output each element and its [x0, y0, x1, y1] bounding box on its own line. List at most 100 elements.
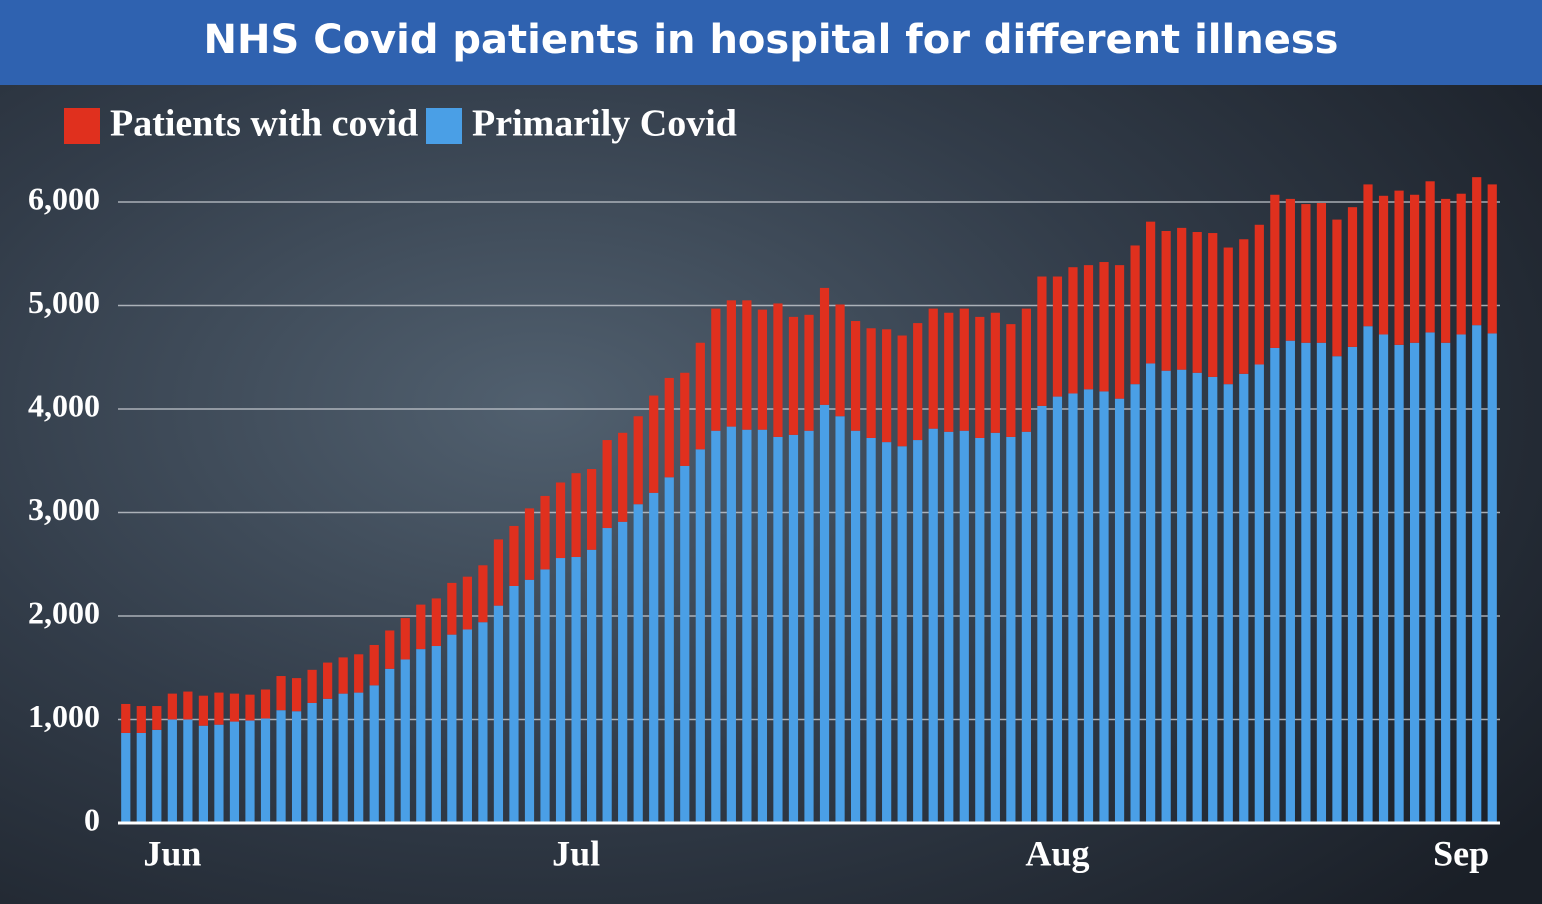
bar-segment — [990, 312, 1000, 433]
bar-segment — [245, 720, 255, 823]
bar-segment — [291, 678, 302, 712]
bar-segment — [291, 711, 302, 823]
bar-segment — [338, 693, 348, 823]
bar-segment — [1394, 344, 1404, 823]
bar-segment — [1472, 177, 1482, 326]
bar-segment — [866, 328, 876, 438]
bar-segment — [835, 416, 845, 823]
bar-segment — [587, 549, 597, 823]
bar-segment — [1037, 276, 1047, 406]
bar-segment — [260, 689, 271, 719]
bar-segment — [882, 329, 892, 443]
bar-segment — [214, 724, 224, 823]
bar-segment — [633, 416, 643, 505]
bar-segment — [1270, 194, 1280, 348]
bar-segment — [1239, 239, 1249, 374]
bar-segment — [1363, 326, 1373, 823]
bar-segment — [897, 335, 907, 447]
bar-segment — [1037, 405, 1047, 823]
bar-segment — [276, 676, 286, 711]
bar-segment — [1239, 373, 1249, 823]
bar-segment — [1006, 436, 1016, 823]
bar-segment — [913, 440, 923, 823]
bar-segment — [571, 473, 581, 558]
bar-segment — [773, 303, 783, 437]
bar-segment — [1083, 389, 1094, 823]
bar-segment — [1146, 221, 1156, 364]
title-band — [0, 0, 1542, 85]
bar-segment — [167, 693, 177, 720]
bar-segment — [975, 316, 985, 438]
bar-segment — [400, 618, 410, 660]
bar-segment — [913, 323, 923, 441]
bar-segment — [975, 437, 985, 823]
bar-segment — [555, 558, 566, 823]
y-tick-label: 0 — [84, 801, 100, 837]
bar-segment — [136, 706, 146, 733]
bar-segment — [1161, 370, 1171, 823]
bar-segment — [742, 429, 752, 823]
bar-segment — [493, 605, 504, 823]
bar-segment — [478, 622, 488, 823]
bar-segment — [1332, 219, 1342, 357]
y-tick-label: 1,000 — [28, 698, 100, 734]
bar-segment — [1068, 267, 1078, 394]
bar-segment — [416, 604, 426, 650]
bar-segment — [633, 504, 643, 823]
bar-segment — [1425, 181, 1435, 333]
bar-segment — [990, 432, 1000, 823]
bar-segment — [742, 300, 752, 430]
bar-segment — [183, 691, 193, 720]
bar-segment — [1130, 384, 1140, 823]
legend-swatch — [426, 108, 462, 144]
bar-segment — [804, 314, 814, 431]
bar-segment — [649, 492, 659, 823]
bar-segment — [1114, 398, 1125, 823]
bar-segment — [1052, 396, 1063, 823]
bar-segment — [695, 449, 705, 823]
bar-segment — [1021, 308, 1031, 432]
bar-segment — [400, 659, 410, 823]
bar-segment — [1441, 198, 1451, 343]
bar-segment — [602, 440, 612, 529]
bar-segment — [1487, 333, 1497, 823]
bar-segment — [711, 430, 721, 823]
bar-segment — [323, 662, 333, 699]
bar-segment — [882, 442, 892, 823]
bar-segment — [788, 316, 799, 435]
bar-segment — [555, 482, 566, 559]
bar-segment — [245, 694, 255, 721]
bar-segment — [1130, 245, 1140, 385]
bar-segment — [229, 693, 240, 722]
bar-segment — [1409, 342, 1420, 823]
bar-segment — [1223, 384, 1233, 823]
bar-segment — [928, 428, 938, 823]
bar-segment — [897, 446, 907, 823]
bar-segment — [260, 718, 271, 823]
bar-segment — [680, 465, 690, 823]
bar-segment — [152, 729, 162, 823]
bar-segment — [788, 434, 799, 823]
x-tick-label: Aug — [1025, 833, 1089, 873]
bar-segment — [338, 657, 348, 694]
bar-segment — [1378, 195, 1389, 335]
bar-segment — [1099, 262, 1109, 392]
legend-swatch — [64, 108, 100, 144]
bar-segment — [462, 576, 472, 630]
bar-segment — [121, 732, 131, 823]
bar-segment — [959, 308, 969, 431]
bar-segment — [804, 430, 814, 823]
bar-segment — [214, 692, 224, 725]
y-tick-label: 6,000 — [28, 180, 100, 216]
bar-segment — [323, 698, 333, 823]
bar-segment — [773, 436, 783, 823]
bar-segment — [447, 582, 457, 635]
bar-segment — [198, 695, 209, 726]
bar-segment — [1006, 324, 1016, 437]
bar-segment — [1487, 184, 1497, 334]
bar-segment — [664, 477, 674, 823]
bar-segment — [509, 585, 519, 823]
bar-segment — [1099, 391, 1109, 823]
